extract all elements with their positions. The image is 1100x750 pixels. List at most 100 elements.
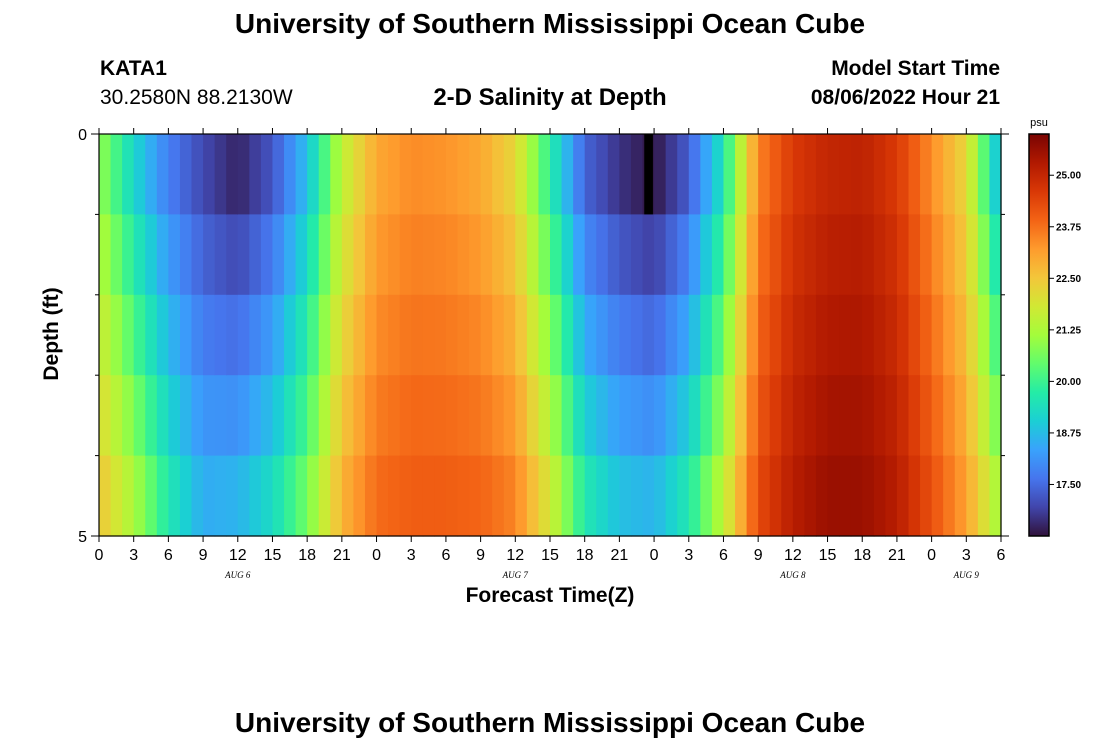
heatmap-cell bbox=[665, 455, 678, 537]
heatmap-cell bbox=[804, 455, 817, 537]
heatmap-cell bbox=[642, 455, 655, 537]
heatmap-cell bbox=[607, 214, 620, 296]
heatmap-cell bbox=[422, 455, 435, 537]
x-tick-label: 3 bbox=[684, 547, 693, 564]
y-tick-label: 5 bbox=[78, 529, 87, 546]
heatmap-cell bbox=[688, 455, 701, 537]
heatmap-cell bbox=[191, 214, 204, 296]
heatmap-cell bbox=[550, 455, 563, 537]
heatmap-cell bbox=[619, 455, 632, 537]
heatmap-cell bbox=[781, 214, 794, 296]
heatmap-cell bbox=[573, 134, 586, 215]
heatmap-cell bbox=[908, 455, 921, 537]
heatmap-cell bbox=[607, 294, 620, 376]
x-axis-label: Forecast Time(Z) bbox=[465, 584, 635, 607]
heatmap-cell bbox=[781, 375, 794, 457]
heatmap-cell bbox=[665, 134, 678, 215]
heatmap-cell bbox=[642, 214, 655, 296]
heatmap-cell bbox=[920, 455, 933, 537]
heatmap-cell bbox=[711, 294, 725, 376]
heatmap-cell bbox=[122, 375, 135, 457]
heatmap-cell bbox=[989, 134, 1002, 215]
heatmap-cell bbox=[920, 214, 933, 296]
heatmap-cell bbox=[388, 214, 401, 296]
heatmap-cell bbox=[237, 134, 250, 215]
heatmap-cell bbox=[827, 214, 840, 296]
heatmap-cell bbox=[815, 134, 829, 215]
heatmap-cell bbox=[110, 375, 123, 457]
station-coordinates: 30.2580N 88.2130W bbox=[100, 86, 293, 109]
heatmap-cell bbox=[769, 455, 782, 537]
x-tick-label: 3 bbox=[962, 547, 971, 564]
heatmap-cell bbox=[746, 214, 759, 296]
heatmap-cell bbox=[445, 134, 459, 215]
heatmap-cell bbox=[700, 134, 713, 215]
heatmap-cell bbox=[191, 134, 204, 215]
colorbar-gradient bbox=[1028, 133, 1050, 537]
heatmap-cell bbox=[584, 455, 597, 537]
heatmap-cell bbox=[318, 214, 331, 296]
heatmap-cell bbox=[318, 294, 331, 376]
heatmap-cell bbox=[885, 214, 898, 296]
heatmap-cell bbox=[179, 294, 193, 376]
heatmap-cell bbox=[619, 294, 632, 376]
heatmap-cell bbox=[735, 134, 748, 215]
heatmap-cell bbox=[538, 134, 551, 215]
heatmap-cell bbox=[873, 455, 886, 537]
heatmap-cell bbox=[214, 294, 227, 376]
heatmap-cell bbox=[503, 455, 516, 537]
heatmap-cell bbox=[885, 134, 898, 215]
colorbar-tick-label: 21.25 bbox=[1056, 325, 1081, 336]
heatmap-cell bbox=[758, 375, 771, 457]
heatmap-cell bbox=[711, 134, 725, 215]
heatmap-cell bbox=[723, 375, 736, 457]
heatmap-cell bbox=[896, 375, 910, 457]
heatmap-cell bbox=[307, 134, 320, 215]
heatmap-cell bbox=[688, 134, 701, 215]
heatmap-cell bbox=[862, 455, 875, 537]
heatmap-cell bbox=[700, 455, 713, 537]
heatmap-cell bbox=[596, 375, 609, 457]
heatmap-cell bbox=[677, 455, 690, 537]
heatmap-cell bbox=[827, 455, 840, 537]
heatmap-cell bbox=[735, 455, 748, 537]
heatmap-cell bbox=[711, 214, 725, 296]
heatmap-cell bbox=[769, 375, 782, 457]
heatmap-cell bbox=[203, 134, 216, 215]
heatmap-cell bbox=[272, 455, 285, 537]
heatmap-cell bbox=[630, 455, 644, 537]
heatmap-cell bbox=[388, 134, 401, 215]
heatmap-cell bbox=[677, 214, 690, 296]
heatmap-cell bbox=[122, 134, 135, 215]
heatmap-cell bbox=[156, 134, 169, 215]
heatmap-cell bbox=[364, 375, 378, 457]
heatmap-cell bbox=[237, 455, 250, 537]
heatmap-cell bbox=[850, 214, 863, 296]
heatmap-cell bbox=[839, 294, 852, 376]
heatmap-cell bbox=[179, 134, 193, 215]
heatmap-cell bbox=[110, 214, 123, 296]
heatmap-cell bbox=[596, 455, 609, 537]
heatmap-cell bbox=[561, 455, 574, 537]
colorbar-tick-label: 25.00 bbox=[1056, 171, 1081, 182]
heatmap-cell bbox=[654, 214, 667, 296]
x-tick-label: 3 bbox=[129, 547, 138, 564]
heatmap-cell bbox=[411, 375, 424, 457]
heatmap-cell bbox=[480, 294, 493, 376]
heatmap-cell bbox=[758, 294, 771, 376]
heatmap-cell bbox=[781, 455, 794, 537]
heatmap-cell bbox=[411, 214, 424, 296]
heatmap-cell bbox=[746, 134, 759, 215]
heatmap-cell bbox=[804, 214, 817, 296]
heatmap-cell bbox=[457, 375, 470, 457]
heatmap-cell bbox=[561, 214, 574, 296]
heatmap-cell bbox=[434, 455, 447, 537]
heatmap-cell bbox=[908, 134, 921, 215]
heatmap-cell bbox=[538, 375, 551, 457]
heatmap-cell bbox=[214, 214, 227, 296]
heatmap-cell bbox=[156, 375, 169, 457]
heatmap-cell bbox=[168, 455, 181, 537]
heatmap-cell bbox=[353, 294, 366, 376]
heatmap-cell bbox=[630, 214, 644, 296]
heatmap-cell bbox=[214, 455, 227, 537]
